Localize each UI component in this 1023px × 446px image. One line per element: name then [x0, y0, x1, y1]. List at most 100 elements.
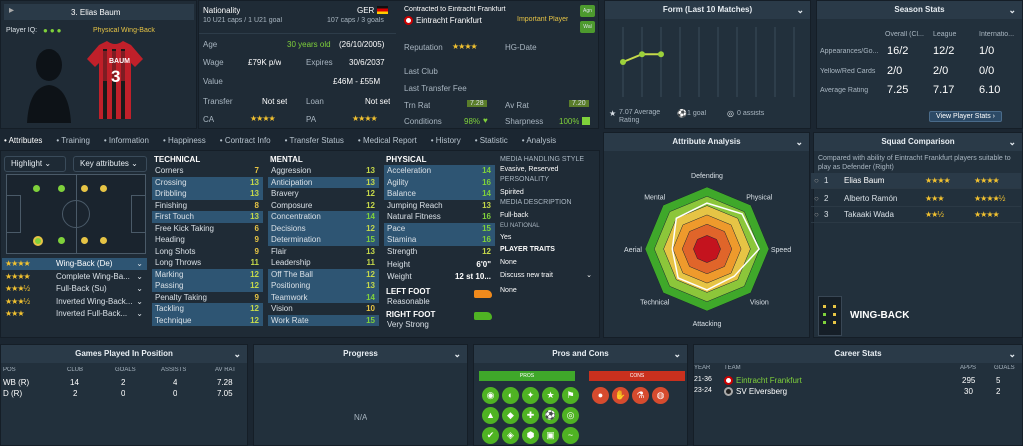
tab-medical-report[interactable]: • Medical Report [357, 136, 417, 145]
attribute-row[interactable]: Leadership 11 [268, 257, 379, 269]
pro-attribute-icon[interactable]: ★ [542, 387, 559, 404]
pro-attribute-icon[interactable]: ◎ [562, 407, 579, 424]
attribute-row[interactable]: Jumping Reach 13 [384, 200, 495, 212]
pro-attribute-icon[interactable]: ◐ [502, 387, 519, 404]
attribute-row[interactable]: Corners 7 [152, 165, 263, 177]
pro-attribute-icon[interactable]: ⚽ [542, 407, 559, 424]
ca-label: CA [203, 115, 215, 124]
attribute-row[interactable]: Off The Ball 12 [268, 268, 379, 280]
chevron-down-icon[interactable]: ⌄ [1008, 349, 1016, 359]
squad-row[interactable]: ○ 1 Elias Baum ★★★★ ★★★★ [811, 173, 1021, 189]
role-row[interactable]: ★★★ Inverted Full-Back... ⌄ [2, 308, 147, 320]
pro-attribute-icon[interactable]: ▲ [482, 407, 499, 424]
chevron-down-icon[interactable]: ⌄ [673, 349, 681, 359]
attribute-row[interactable]: Heading 9 [152, 234, 263, 246]
form-point[interactable] [620, 59, 626, 65]
tab-transfer-status[interactable]: • Transfer Status [284, 136, 344, 145]
attribute-row[interactable]: First Touch 13 [152, 211, 263, 223]
attribute-row[interactable]: Long Shots 9 [152, 246, 263, 258]
games-cell: 2 [73, 389, 78, 398]
form-point[interactable] [658, 51, 664, 58]
con-attribute-icon[interactable]: ✋ [612, 387, 629, 404]
attribute-row[interactable]: Tackling 12 [152, 303, 263, 315]
pro-attribute-icon[interactable]: ~ [562, 427, 579, 444]
tab-training[interactable]: • Training [56, 136, 90, 145]
chevron-down-icon[interactable]: ⌄ [233, 349, 241, 359]
con-attribute-icon[interactable]: ◍ [652, 387, 669, 404]
career-team-link[interactable]: Eintracht Frankfurt [736, 376, 802, 385]
attribute-row[interactable]: Work Rate 15 [268, 314, 379, 326]
squad-row[interactable]: ○ 2 Alberto Ramón ★★★ ★★★★½ [811, 191, 1021, 207]
key-attributes-dropdown[interactable]: Key attributes ⌄ [73, 156, 147, 172]
pro-attribute-icon[interactable]: ⚑ [562, 387, 579, 404]
pro-attribute-icon[interactable]: ◉ [482, 387, 499, 404]
discuss-trait-dropdown[interactable]: Discuss new trait ⌄ [500, 271, 596, 281]
role-row[interactable]: ★★★★ Complete Wing-Ba... ⌄ [2, 271, 147, 283]
left-foot-value: Reasonable [387, 297, 430, 306]
attribute-row[interactable]: Aggression 13 [268, 165, 379, 177]
attribute-row[interactable]: Acceleration 14 [384, 165, 495, 177]
attribute-row[interactable]: Technique 12 [152, 314, 263, 326]
attribute-row[interactable]: Concentration 14 [268, 211, 379, 223]
attribute-row[interactable]: Crossing 13 [152, 176, 263, 188]
attribute-row[interactable]: Decisions 12 [268, 222, 379, 234]
attribute-row[interactable]: Teamwork 14 [268, 291, 379, 303]
chevron-down-icon[interactable]: ⌄ [1008, 5, 1016, 15]
chevron-down-icon[interactable]: ⌄ [796, 5, 804, 15]
role-row[interactable]: ★★★★ Wing-Back (De) ⌄ [2, 258, 147, 270]
pro-attribute-icon[interactable]: ◆ [502, 407, 519, 424]
pro-attribute-icon[interactable]: ✦ [522, 387, 539, 404]
agent-button[interactable]: Agn [580, 5, 595, 17]
tab-information[interactable]: • Information [103, 136, 149, 145]
squad-row[interactable]: ○ 3 Takaaki Wada ★★½ ★★★★ [811, 207, 1021, 223]
attribute-value: 8 [254, 200, 259, 210]
attribute-row[interactable]: Natural Fitness 16 [384, 211, 495, 223]
pro-attribute-icon[interactable]: ▣ [542, 427, 559, 444]
attribute-row[interactable]: Finishing 8 [152, 200, 263, 212]
attribute-row[interactable]: Determination 15 [268, 234, 379, 246]
attribute-row[interactable]: Long Throws 11 [152, 257, 263, 269]
pro-attribute-icon[interactable]: ⬢ [522, 427, 539, 444]
attribute-row[interactable]: Free Kick Taking 6 [152, 223, 263, 235]
attribute-row[interactable]: Balance 14 [384, 188, 495, 200]
tab-contract-info[interactable]: • Contract Info [219, 136, 271, 145]
attribute-row[interactable]: Stamina 16 [384, 234, 495, 246]
height-value: 6'0" [476, 260, 491, 269]
pro-attribute-icon[interactable]: ◈ [502, 427, 519, 444]
attribute-row[interactable]: Marking 12 [152, 268, 263, 280]
con-attribute-icon[interactable]: ⚗ [632, 387, 649, 404]
form-point[interactable] [639, 51, 645, 58]
tab-attributes[interactable]: • Attributes [4, 136, 43, 145]
attribute-row[interactable]: Bravery 12 [268, 188, 379, 200]
tab-statistic[interactable]: • Statistic [474, 136, 508, 145]
attribute-row[interactable]: Agility 16 [384, 176, 495, 188]
chevron-down-icon[interactable]: ⌄ [1008, 137, 1016, 147]
club-name[interactable]: Eintracht Frankfurt [416, 16, 482, 25]
role-row[interactable]: ★★★½ Full-Back (Su) ⌄ [2, 283, 147, 295]
attribute-row[interactable]: Anticipation 13 [268, 176, 379, 188]
attribute-row[interactable]: Dribbling 13 [152, 188, 263, 200]
attribute-row[interactable]: Positioning 13 [268, 280, 379, 292]
attribute-row[interactable]: Pace 15 [384, 222, 495, 234]
tab-analysis[interactable]: • Analysis [521, 136, 557, 145]
collapse-icon[interactable]: ▸ [9, 5, 15, 16]
player-iq-dots: ●●● [43, 26, 64, 35]
view-player-stats-button[interactable]: View Player Stats › [929, 111, 1003, 122]
pro-attribute-icon[interactable]: ✚ [522, 407, 539, 424]
wage-button[interactable]: Wal [580, 21, 595, 33]
attribute-row[interactable]: Passing 12 [152, 280, 263, 292]
highlight-dropdown[interactable]: Highlight ⌄ [4, 156, 66, 172]
attribute-row[interactable]: Vision 10 [268, 303, 379, 315]
chevron-down-icon[interactable]: ⌄ [453, 349, 461, 359]
con-attribute-icon[interactable]: ● [592, 387, 609, 404]
attribute-row[interactable]: Composure 12 [268, 200, 379, 212]
chevron-down-icon[interactable]: ⌄ [795, 137, 803, 147]
career-team-link[interactable]: SV Elversberg [736, 387, 788, 396]
attribute-row[interactable]: Penalty Taking 9 [152, 292, 263, 304]
attribute-row[interactable]: Strength 12 [384, 246, 495, 258]
tab-history[interactable]: • History [430, 136, 461, 145]
tab-happiness[interactable]: • Happiness [162, 136, 206, 145]
role-row[interactable]: ★★★½ Inverted Wing-Back... ⌄ [2, 296, 147, 308]
pro-attribute-icon[interactable]: ✔ [482, 427, 499, 444]
attribute-row[interactable]: Flair 13 [268, 246, 379, 258]
